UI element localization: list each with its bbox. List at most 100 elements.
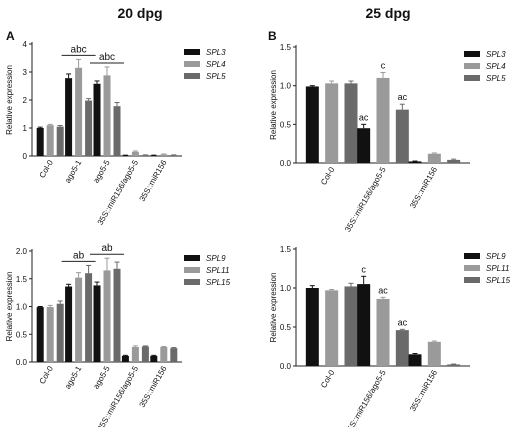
col-title-left: 20 dpg	[117, 5, 162, 21]
bar	[65, 78, 73, 156]
bar	[46, 125, 54, 156]
legend-swatch	[464, 253, 480, 259]
bar	[36, 128, 44, 156]
bar	[344, 286, 358, 366]
bar	[65, 286, 73, 362]
bar	[447, 364, 461, 366]
bar	[427, 341, 441, 366]
x-category-label: 35S::miR156/ago5-5	[343, 165, 388, 234]
bar	[376, 298, 390, 366]
bar	[376, 77, 390, 163]
legend-swatch	[184, 49, 200, 55]
legend-label: SPL15	[206, 278, 231, 287]
legend-swatch	[184, 267, 200, 273]
x-category-label: Col-0	[38, 364, 56, 386]
bar	[141, 155, 149, 156]
bar	[85, 273, 93, 362]
y-tick-label: 0.0	[16, 358, 28, 367]
x-category-label: Col-0	[319, 368, 337, 390]
bar	[56, 303, 64, 362]
y-tick-label: 0.5	[16, 330, 28, 339]
bar	[46, 307, 54, 362]
bar-significance-label: c	[381, 61, 386, 71]
legend-swatch	[464, 63, 480, 69]
legend-swatch	[184, 61, 200, 67]
bar	[113, 268, 121, 362]
x-category-label: ago5-1	[63, 364, 84, 391]
legend-label: SPL3	[206, 48, 226, 57]
legend-label: SPL15	[486, 276, 511, 285]
bar	[427, 153, 441, 163]
y-axis-label: Relative expression	[5, 65, 14, 135]
y-tick-label: 1.0	[16, 303, 28, 312]
bar	[395, 109, 409, 163]
x-category-label: Col-0	[38, 158, 56, 180]
y-tick-label: 1.5	[16, 275, 28, 284]
y-tick-label: 0.0	[280, 159, 292, 168]
chart-top-left: 0 1 2 3 4 Relative expression Col-0 ago5-1 ago5-…	[5, 40, 226, 227]
y-tick-label: 3	[23, 68, 28, 77]
bar	[160, 347, 168, 362]
bar	[141, 346, 149, 362]
legend-swatch	[464, 75, 480, 81]
y-axis-label: Relative expression	[5, 272, 14, 342]
y-tick-label: 1.5	[280, 245, 292, 254]
x-category-label: 35S::miR156	[138, 158, 169, 203]
y-tick-label: 1.5	[280, 43, 292, 52]
annotation-label: ab	[73, 250, 85, 261]
bar	[357, 284, 371, 366]
bar	[75, 277, 83, 362]
y-tick-label: 0	[23, 152, 28, 161]
legend-swatch	[464, 265, 480, 271]
x-category-label: Col-0	[319, 165, 337, 187]
bar	[395, 330, 409, 366]
y-tick-label: 2.0	[16, 247, 28, 256]
bar	[113, 106, 121, 156]
legend-label: SPL9	[486, 252, 506, 261]
bar	[150, 155, 158, 157]
y-tick-label: 0.5	[280, 323, 292, 332]
bar	[103, 75, 111, 156]
x-category-label: ago5-1	[63, 158, 84, 185]
bar	[75, 67, 83, 156]
panel-letter-b: B	[268, 29, 277, 43]
bar	[305, 288, 319, 366]
annotation-label: ab	[101, 243, 113, 254]
y-tick-label: 1	[23, 124, 28, 133]
bar	[305, 86, 319, 163]
x-category-label: 35S::miR156	[408, 368, 439, 413]
y-tick-label: 4	[23, 40, 28, 49]
bar	[357, 128, 371, 163]
bar	[121, 155, 129, 157]
y-axis-label: Relative expression	[269, 70, 278, 140]
legend-swatch	[464, 51, 480, 57]
x-category-label: 35S::miR156/ago5-5	[343, 368, 388, 427]
x-category-label: 35S::miR156	[408, 165, 439, 210]
legend-label: SPL5	[206, 72, 226, 81]
bar	[131, 347, 139, 362]
annotation-label: abc	[99, 52, 115, 63]
x-category-label: ago5-5	[91, 364, 112, 391]
y-tick-label: 0.0	[280, 362, 292, 371]
chart-bottom-right: 0.0 0.5 1.0 1.5 Relative expression Col-0 c ac a…	[269, 245, 511, 427]
legend-swatch	[184, 279, 200, 285]
bar	[93, 285, 101, 362]
bar-significance-label: ac	[378, 285, 388, 295]
legend-label: SPL4	[486, 62, 506, 71]
bar	[408, 354, 422, 366]
legend-label: SPL9	[206, 254, 226, 263]
bar	[160, 154, 168, 156]
bar	[325, 290, 339, 366]
bar	[150, 355, 158, 362]
y-axis-label: Relative expression	[269, 273, 278, 343]
x-category-label: 35S::miR156	[138, 364, 169, 409]
legend-label: SPL11	[206, 266, 229, 275]
bar-significance-label: ac	[398, 92, 408, 102]
panel-letter-a: A	[6, 29, 15, 43]
bar	[56, 126, 64, 156]
legend-label: SPL3	[486, 50, 506, 59]
bar	[170, 348, 178, 362]
y-tick-label: 0.5	[280, 120, 292, 129]
chart-bottom-left: 0.0 0.5 1.0 1.5 2.0 Relative expression Col-0 a…	[5, 243, 231, 427]
